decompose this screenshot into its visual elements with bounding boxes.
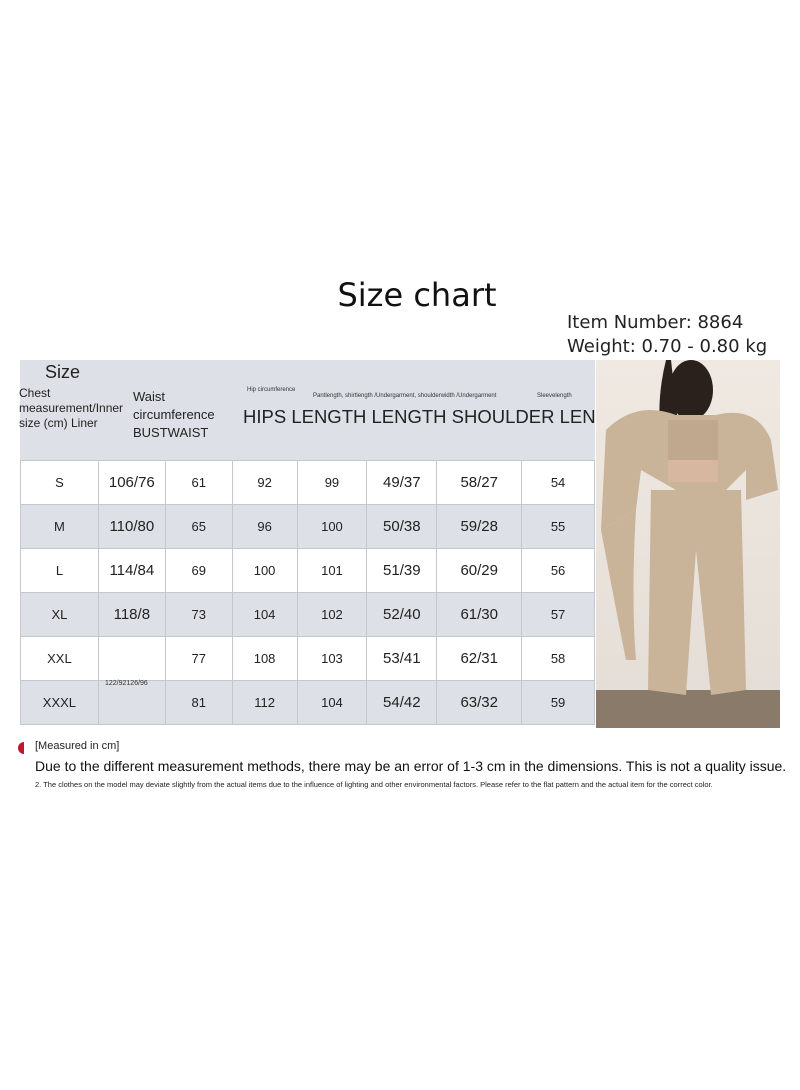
header-hip-small: Hip circumference bbox=[247, 387, 296, 393]
table-cell: 106/76 bbox=[97, 460, 166, 505]
table-row: XL 118/8 73 104 102 52/40 61/30 57 bbox=[20, 592, 595, 637]
table-cell: XL bbox=[20, 592, 99, 637]
table-row: L 114/84 69 100 101 51/39 60/29 56 bbox=[20, 548, 595, 593]
bullet-icon bbox=[18, 742, 24, 754]
table-cell: 50/38 bbox=[366, 504, 438, 549]
table-cell: 102 bbox=[296, 592, 368, 637]
table-cell: 52/40 bbox=[366, 592, 438, 637]
table-cell bbox=[97, 680, 166, 725]
note-measured: [Measured in cm] bbox=[35, 740, 120, 752]
header-waist: Waist circumference BUSTWAIST bbox=[133, 389, 215, 440]
header-big: HIPS LENGTH LENGTH SHOULDER LENGTH bbox=[243, 406, 635, 427]
table-row: S 106/76 61 92 99 49/37 58/27 54 bbox=[20, 460, 595, 505]
note-color: 2. The clothes on the model may deviate … bbox=[35, 780, 713, 789]
table-cell: 57 bbox=[521, 592, 595, 637]
table-cell: 73 bbox=[164, 592, 233, 637]
table-cell: 104 bbox=[296, 680, 368, 725]
table-cell: 118/8 bbox=[97, 592, 166, 637]
table-cell: 69 bbox=[164, 548, 233, 593]
table-cell: 101 bbox=[296, 548, 368, 593]
size-table: S 106/76 61 92 99 49/37 58/27 54 M 110/80 65 96 100 5… bbox=[20, 460, 595, 725]
header-lengths-small: Pantlength, shirtlength /Undergarment, s… bbox=[313, 393, 497, 399]
header-sleeve-small: Sleevelength bbox=[537, 393, 572, 399]
table-cell: XXL bbox=[20, 636, 99, 681]
table-cell: 100 bbox=[296, 504, 368, 549]
table-cell: 110/80 bbox=[97, 504, 166, 549]
item-info: Item Number: 8864 Weight: 0.70 - 0.80 kg bbox=[567, 311, 767, 359]
table-cell: 77 bbox=[164, 636, 233, 681]
page-title: Size chart bbox=[337, 276, 497, 314]
table-cell: 103 bbox=[296, 636, 368, 681]
table-cell: 92 bbox=[231, 460, 298, 505]
item-number: Item Number: 8864 bbox=[567, 312, 744, 333]
model-photo bbox=[596, 360, 780, 728]
table-row: XXL 77 108 103 53/41 62/31 58 bbox=[20, 636, 595, 681]
table-cell: 62/31 bbox=[436, 636, 523, 681]
table-cell: 81 bbox=[164, 680, 233, 725]
table-cell: 58/27 bbox=[436, 460, 523, 505]
table-cell: 56 bbox=[521, 548, 595, 593]
table-cell: 114/84 bbox=[97, 548, 166, 593]
table-cell: 51/39 bbox=[366, 548, 438, 593]
table-cell: 100 bbox=[231, 548, 298, 593]
merged-cell-note: 122/92126/96 bbox=[105, 680, 148, 687]
table-cell bbox=[97, 636, 166, 681]
table-cell: 55 bbox=[521, 504, 595, 549]
note-error: Due to the different measurement methods… bbox=[35, 758, 787, 774]
table-cell: 61/30 bbox=[436, 592, 523, 637]
table-cell: XXXL bbox=[20, 680, 99, 725]
table-cell: 53/41 bbox=[366, 636, 438, 681]
table-cell: 99 bbox=[296, 460, 368, 505]
table-cell: 60/29 bbox=[436, 548, 523, 593]
table-cell: 96 bbox=[231, 504, 298, 549]
table-cell: 108 bbox=[231, 636, 298, 681]
table-cell: M bbox=[20, 504, 99, 549]
table-cell: L bbox=[20, 548, 99, 593]
table-cell: 54/42 bbox=[366, 680, 438, 725]
table-cell: 54 bbox=[521, 460, 595, 505]
table-cell: 49/37 bbox=[366, 460, 438, 505]
header-size: Size bbox=[45, 362, 81, 382]
header-chest: Chest measurement/Inner size (cm) Liner bbox=[19, 386, 124, 430]
table-cell: 63/32 bbox=[436, 680, 523, 725]
weight: Weight: 0.70 - 0.80 kg bbox=[567, 336, 768, 357]
table-cell: 59/28 bbox=[436, 504, 523, 549]
table-cell: S bbox=[20, 460, 99, 505]
table-cell: 59 bbox=[521, 680, 595, 725]
table-cell: 58 bbox=[521, 636, 595, 681]
table-row: M 110/80 65 96 100 50/38 59/28 55 bbox=[20, 504, 595, 549]
table-header bbox=[20, 360, 595, 460]
table-cell: 65 bbox=[164, 504, 233, 549]
table-cell: 61 bbox=[164, 460, 233, 505]
table-cell: 112 bbox=[231, 680, 298, 725]
table-cell: 104 bbox=[231, 592, 298, 637]
table-row: XXXL 81 112 104 54/42 63/32 59 bbox=[20, 680, 595, 725]
